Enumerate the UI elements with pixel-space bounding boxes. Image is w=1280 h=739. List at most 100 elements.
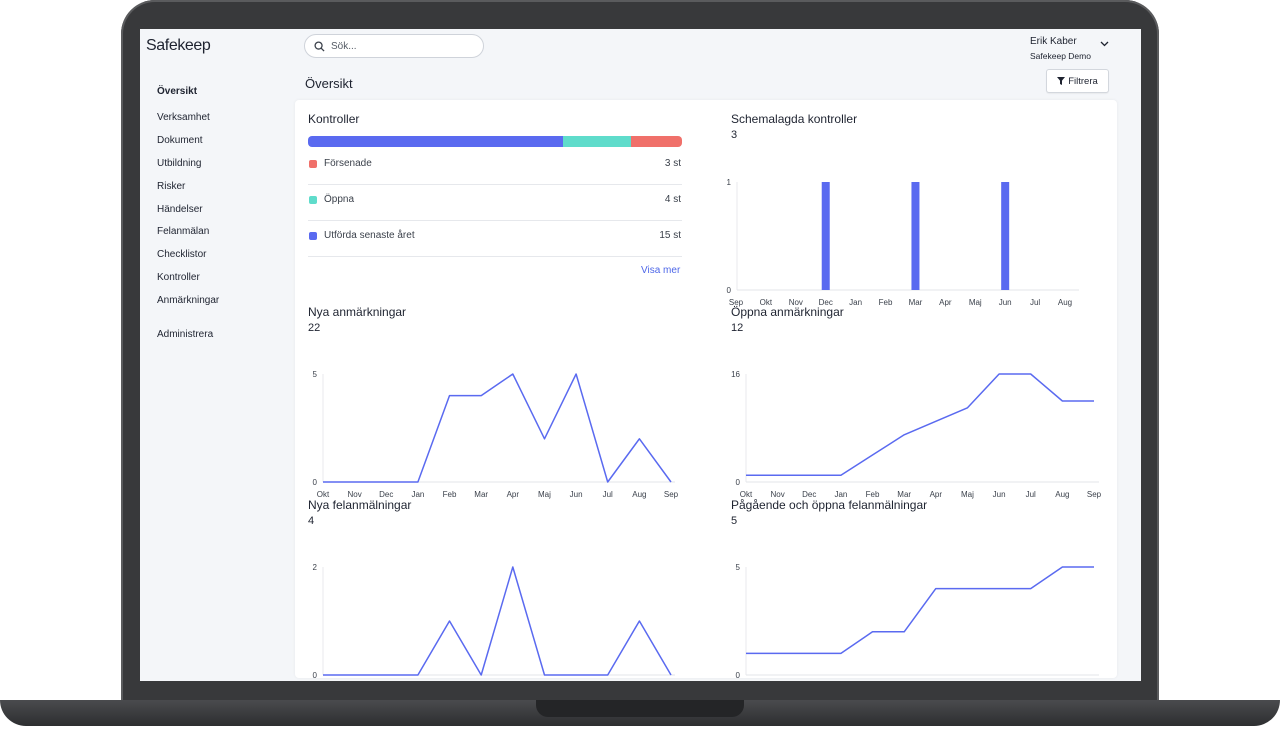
y-tick-label: 0 xyxy=(313,671,318,680)
oppna-anmarkningar-title: Öppna anmärkningar xyxy=(731,305,844,319)
nya-felanmalningar-title: Nya felanmälningar xyxy=(308,498,412,512)
y-tick-label: 0 xyxy=(736,671,741,680)
x-tick-label: Jan xyxy=(834,490,847,499)
progress-segment-utforda xyxy=(308,136,563,147)
nya-anmarkningar-chart: 0 5 Okt Nov Dec Jan Feb Mar Apr Maj Jun Jul Aug Sep xyxy=(295,338,695,499)
chevron-down-icon[interactable] xyxy=(1100,41,1109,47)
x-tick-label: Apr xyxy=(930,490,943,499)
series-line xyxy=(323,566,672,676)
y-tick-label: 0 xyxy=(727,286,732,295)
x-tick-label: Jan xyxy=(849,298,862,307)
search-icon xyxy=(314,40,325,52)
x-tick-label: Jun xyxy=(993,490,1006,499)
schemalagda-title: Schemalagda kontroller xyxy=(731,112,858,126)
oppna-anmarkningar-chart: 0 16 Okt Nov Dec Jan Feb Mar Apr Maj Jun Jul Aug Sep xyxy=(715,338,1107,499)
x-tick-label: Nov xyxy=(771,490,785,499)
x-tick-label: Apr xyxy=(507,490,520,499)
x-tick-label: Nov xyxy=(789,298,803,307)
x-tick-label: Jul xyxy=(603,490,613,499)
nya-anmarkningar-title: Nya anmärkningar xyxy=(308,305,407,319)
line-chart: 02OktNovDecJanFebMarAprMajJunJulAugSep xyxy=(313,563,675,680)
x-tick-label: Dec xyxy=(379,490,393,499)
nya-felanmalningar-chart: 02OktNovDecJanFebMarAprMajJunJulAugSep xyxy=(295,531,695,680)
user-menu[interactable]: Erik Kaber Safekeep Demo xyxy=(1030,36,1130,61)
kontroller-row-oppna[interactable]: Öppna 4 st xyxy=(308,184,682,221)
x-tick-label: Feb xyxy=(443,490,457,499)
sidebar-item-anmarkningar[interactable]: Anmärkningar xyxy=(157,295,220,306)
kontroller-row-utforda[interactable]: Utförda senaste året 15 st xyxy=(308,220,682,257)
y-tick-label: 2 xyxy=(313,563,318,572)
sidebar-item-felanmalan[interactable]: Felanmälan xyxy=(157,226,210,237)
chart-bar xyxy=(821,182,830,290)
user-name: Erik Kaber xyxy=(1030,36,1077,47)
user-org: Safekeep Demo xyxy=(1030,51,1091,61)
status-dot xyxy=(309,232,317,240)
filter-button[interactable]: Filtrera xyxy=(1046,69,1109,93)
row-value: 15 st xyxy=(659,230,681,241)
x-tick-label: Okt xyxy=(760,298,773,307)
x-tick-label: Apr xyxy=(939,298,952,307)
x-tick-label: Sep xyxy=(1087,490,1102,499)
series-line xyxy=(746,566,1094,655)
sidebar-item-handelser[interactable]: Händelser xyxy=(157,204,203,215)
chart-bar xyxy=(1001,182,1010,290)
row-label: Öppna xyxy=(324,194,355,205)
app-logo[interactable]: Safekeep xyxy=(146,37,211,54)
x-tick-label: Okt xyxy=(740,490,753,499)
row-label: Utförda senaste året xyxy=(324,230,415,241)
x-tick-label: Sep xyxy=(729,298,744,307)
x-tick-label: Mar xyxy=(909,298,923,307)
y-tick-label: 5 xyxy=(736,563,741,572)
pagaende-felanmalningar-title: Pågående och öppna felanmälningar xyxy=(731,498,928,512)
series-line xyxy=(323,373,672,483)
search-placeholder: Sök... xyxy=(331,40,357,52)
page-title: Översikt xyxy=(305,76,353,91)
x-tick-label: Sep xyxy=(664,490,679,499)
x-tick-label: Feb xyxy=(866,490,880,499)
status-dot xyxy=(309,196,317,204)
oppna-anmarkningar-count: 12 xyxy=(731,322,744,334)
sidebar-item-checklistor[interactable]: Checklistor xyxy=(157,249,207,260)
x-tick-label: Dec xyxy=(802,490,816,499)
row-label: Försenade xyxy=(324,158,372,169)
x-tick-label: Aug xyxy=(632,490,646,499)
nya-anmarkningar-count: 22 xyxy=(308,322,321,334)
sidebar-item-risker[interactable]: Risker xyxy=(157,181,186,192)
row-value: 3 st xyxy=(664,158,681,169)
x-tick-label: Jan xyxy=(411,490,424,499)
sidebar-item-oversikt[interactable]: Översikt xyxy=(157,86,198,97)
visa-mer-link[interactable]: Visa mer xyxy=(641,265,681,276)
pagaende-felanmalningar-count: 5 xyxy=(731,515,738,527)
x-tick-label: Maj xyxy=(538,490,551,499)
x-tick-label: Okt xyxy=(317,490,330,499)
status-dot xyxy=(309,160,317,168)
y-tick-label: 16 xyxy=(731,370,740,379)
y-tick-label: 1 xyxy=(727,178,732,187)
sidebar-item-utbildning[interactable]: Utbildning xyxy=(157,158,202,169)
sidebar-item-kontroller[interactable]: Kontroller xyxy=(157,272,200,283)
laptop-notch xyxy=(536,700,744,717)
x-tick-label: Jun xyxy=(570,490,583,499)
kontroller-row-forsenade[interactable]: Försenade 3 st xyxy=(308,148,682,185)
sidebar-item-verksamhet[interactable]: Verksamhet xyxy=(157,112,210,123)
y-tick-label: 0 xyxy=(313,478,318,487)
x-tick-label: Maj xyxy=(961,490,974,499)
x-tick-label: Feb xyxy=(879,298,893,307)
sidebar-item-dokument[interactable]: Dokument xyxy=(157,135,203,146)
sidebar-item-administrera[interactable]: Administrera xyxy=(157,329,214,340)
x-tick-label: Mar xyxy=(897,490,911,499)
chart-bar xyxy=(911,182,920,290)
y-tick-label: 5 xyxy=(313,370,318,379)
filter-icon xyxy=(1057,77,1066,85)
bar-chart: 0 1 Sep Okt Nov Dec Jan Feb Mar Apr Maj Jun Jul Aug xyxy=(727,178,1079,307)
search-input[interactable]: Sök... xyxy=(304,34,484,58)
row-value: 4 st xyxy=(664,194,681,205)
x-tick-label: Jun xyxy=(999,298,1012,307)
dashboard-card: Kontroller Försenade 3 st Öppna 4 st Utf… xyxy=(295,100,1117,680)
schemalagda-chart: 0 1 Sep Okt Nov Dec Jan Feb Mar Apr Maj Jun Jul Aug xyxy=(715,145,1107,307)
schemalagda-count: 3 xyxy=(731,129,738,141)
x-tick-label: Jul xyxy=(1030,298,1040,307)
